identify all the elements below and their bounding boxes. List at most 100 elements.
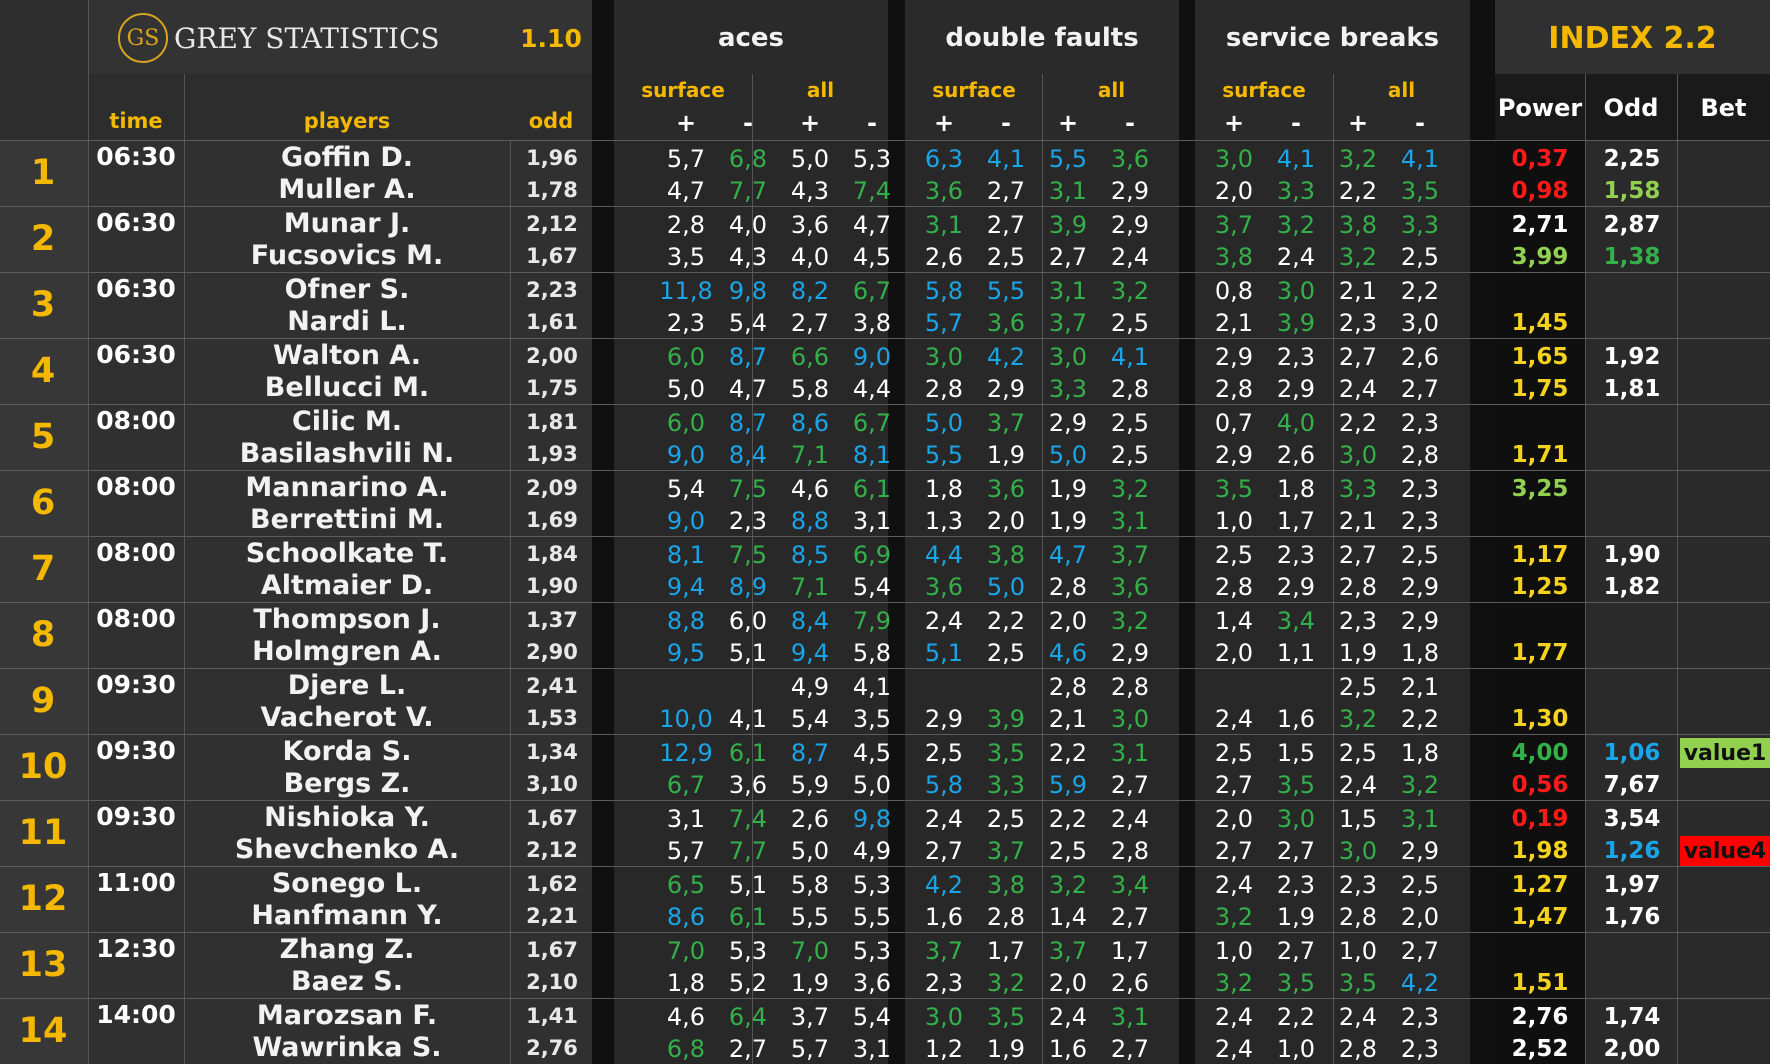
match-number: 1 (30, 153, 56, 193)
stat-value: 3,0 (1048, 343, 1088, 371)
stat-value: 3,4 (1110, 871, 1150, 899)
stat-value: 1,8 (924, 475, 964, 503)
df-minus-label: - (1001, 109, 1011, 137)
stat-value: 2,0 (1214, 177, 1254, 205)
stat-value: 2,8 (1048, 573, 1088, 601)
stat-value: 11,8 (659, 277, 713, 305)
stat-value: 2,7 (986, 177, 1026, 205)
stat-value: 6,8 (728, 145, 768, 173)
stat-value: 2,7 (1048, 243, 1088, 271)
match-number: 5 (30, 417, 56, 457)
row-divider (0, 998, 1770, 999)
player-odd: 2,12 (526, 212, 578, 236)
stat-value: 8,4 (790, 607, 830, 635)
stat-value: 2,5 (1400, 871, 1440, 899)
stat-value: 2,8 (1214, 573, 1254, 601)
stat-value: 5,4 (666, 475, 706, 503)
stat-value: 2,4 (1338, 771, 1378, 799)
stat-value: 3,3 (1276, 177, 1316, 205)
stat-value: 4,0 (728, 211, 768, 239)
stat-value: 3,8 (852, 309, 892, 337)
df-plus-label: + (933, 109, 955, 137)
index-odd-value: 2,87 (1603, 212, 1661, 238)
stat-value: 2,5 (1048, 837, 1088, 865)
stat-value: 6,7 (666, 771, 706, 799)
stat-value: 3,1 (1048, 177, 1088, 205)
player-name: Wawrinka S. (252, 1032, 442, 1063)
player-odd: 1,75 (526, 376, 578, 400)
stat-value: 3,0 (1400, 309, 1440, 337)
match-time: 12:30 (96, 934, 176, 963)
gap-3 (1179, 0, 1195, 1064)
stat-value: 3,1 (852, 1035, 892, 1063)
power-value: 0,56 (1511, 772, 1569, 798)
stat-value: 1,8 (1400, 639, 1440, 667)
stat-value: 5,0 (852, 771, 892, 799)
stat-value: 2,9 (1400, 837, 1440, 865)
stat-value: 2,7 (1338, 541, 1378, 569)
stat-value: 7,7 (728, 837, 768, 865)
stat-value: 5,8 (924, 277, 964, 305)
stat-value: 1,7 (986, 937, 1026, 965)
player-name: Sonego L. (271, 868, 423, 899)
stat-value: 2,6 (790, 805, 830, 833)
stat-value: 1,9 (1048, 507, 1088, 535)
row-divider (0, 536, 1770, 537)
stat-value: 3,5 (1276, 771, 1316, 799)
stat-value: 0,7 (1214, 409, 1254, 437)
stat-value: 3,0 (1214, 145, 1254, 173)
stat-value: 6,9 (852, 541, 892, 569)
stat-value: 9,0 (666, 507, 706, 535)
player-name: Munar J. (283, 208, 411, 239)
stat-value: 1,9 (1276, 903, 1316, 931)
power-value: 1,71 (1511, 442, 1569, 468)
stat-value: 2,4 (924, 607, 964, 635)
stat-value: 5,1 (728, 871, 768, 899)
stat-value: 8,1 (666, 541, 706, 569)
stat-value: 2,1 (1400, 673, 1440, 701)
stat-value: 4,2 (1400, 969, 1440, 997)
stat-value: 5,4 (852, 573, 892, 601)
stat-value: 6,0 (666, 409, 706, 437)
stat-value: 3,1 (924, 211, 964, 239)
player-odd: 1,96 (526, 146, 578, 170)
player-name: Basilashvili N. (239, 438, 455, 469)
stat-value: 3,7 (1048, 937, 1088, 965)
row-divider (0, 602, 1770, 603)
stat-value: 3,2 (1338, 705, 1378, 733)
row-divider (0, 932, 1770, 933)
stat-value: 4,7 (728, 375, 768, 403)
match-time: 09:30 (96, 802, 176, 831)
stat-value: 2,8 (924, 375, 964, 403)
stat-value: 9,8 (852, 805, 892, 833)
match-number: 14 (18, 1011, 68, 1051)
index-odd-value: 7,67 (1603, 772, 1661, 798)
index-odd-value: 3,54 (1603, 806, 1661, 832)
stat-value: 4,1 (1110, 343, 1150, 371)
stat-value: 3,2 (1048, 871, 1088, 899)
stat-value: 10,0 (659, 705, 713, 733)
stat-value: 4,6 (666, 1003, 706, 1031)
player-odd: 1,78 (526, 178, 578, 202)
stat-value: 3,2 (986, 969, 1026, 997)
index-header (1495, 0, 1770, 74)
player-odd: 1,41 (526, 1004, 578, 1028)
stat-value: 4,2 (986, 343, 1026, 371)
player-odd: 2,10 (526, 970, 578, 994)
stat-value: 2,8 (666, 211, 706, 239)
stat-value: 5,3 (728, 937, 768, 965)
player-name: Djere L. (287, 670, 407, 701)
stat-value: 2,8 (1110, 673, 1150, 701)
stat-value: 4,5 (852, 243, 892, 271)
match-number: 12 (18, 879, 68, 919)
stat-value: 8,6 (666, 903, 706, 931)
stat-value: 6,1 (728, 739, 768, 767)
power-value: 1,17 (1511, 542, 1569, 568)
stat-value: 3,5 (666, 243, 706, 271)
stat-value: 2,2 (1400, 277, 1440, 305)
sb-surface-label: surface (1222, 78, 1306, 102)
players-header: players (303, 109, 391, 133)
stat-value: 2,2 (1276, 1003, 1316, 1031)
stat-value: 4,6 (1048, 639, 1088, 667)
stat-value: 1,8 (1400, 739, 1440, 767)
